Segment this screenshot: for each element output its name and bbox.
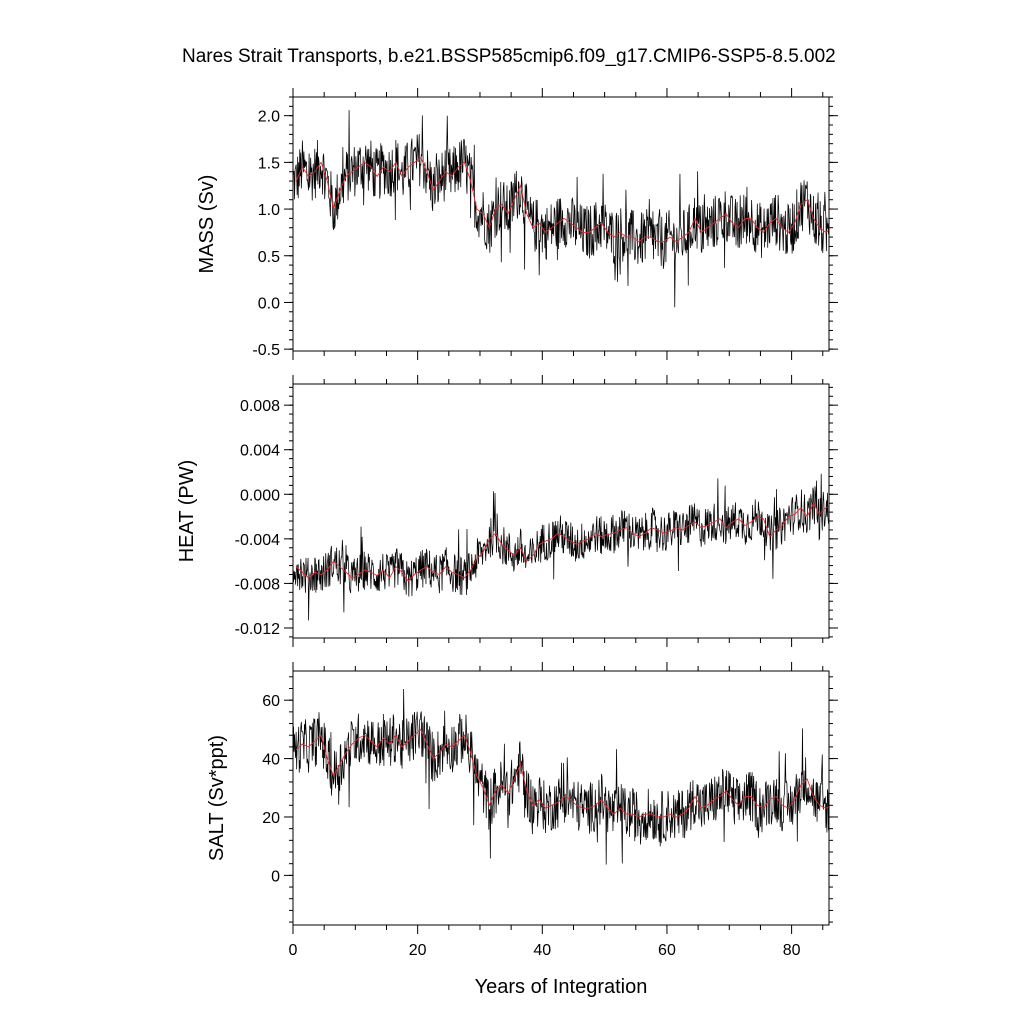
y-tick-label: -0.012: [235, 621, 280, 638]
y-tick-label: 1.0: [258, 202, 280, 219]
panel-1: -0.5 0.0 0.5 1.0 1.5 2.0 MASS (Sv): [196, 88, 838, 360]
raw-series-line: [293, 688, 829, 865]
y-tick-label: 20: [262, 810, 280, 827]
y-tick-label: 0: [271, 868, 280, 885]
x-tick-label: 0: [289, 942, 298, 959]
figure-title: Nares Strait Transports, b.e21.BSSP585cm…: [182, 46, 836, 67]
raw-series-line: [293, 473, 829, 621]
y-tick-label: 0.004: [240, 443, 280, 460]
y-tick-label: 0.0: [258, 295, 280, 312]
y-tick-label: -0.5: [252, 342, 280, 359]
x-tick-label: 40: [533, 942, 551, 959]
y-tick-label: 60: [262, 693, 280, 710]
y-axis-label: HEAT (PW): [176, 460, 198, 563]
x-axis-label: Years of Integration: [474, 976, 648, 998]
smoothed-series-line: [295, 728, 829, 818]
y-tick-label: -0.008: [235, 576, 280, 593]
raw-series-line: [293, 110, 829, 308]
y-tick-label: 1.5: [258, 155, 280, 172]
y-tick-label: -0.004: [235, 532, 280, 549]
y-axis-label: MASS (Sv): [196, 175, 218, 274]
panel-2: -0.012 -0.008 -0.004 0.000 0.004 0.008 HEAT (P…: [176, 375, 838, 647]
y-tick-label: 2.0: [258, 109, 280, 126]
panel-3: 0 20 40 60 SALT (Sv*ppt) 0 20 40 60 80: [206, 662, 838, 959]
y-tick-label: 40: [262, 752, 280, 769]
plot-frame: [292, 383, 830, 639]
plot-frame: [292, 670, 830, 926]
smoothed-series-line: [295, 157, 829, 243]
x-tick-label: 20: [409, 942, 427, 959]
y-tick-label: 0.5: [258, 249, 280, 266]
plot-frame: [292, 96, 830, 352]
x-tick-label: 80: [783, 942, 801, 959]
y-axis-label: SALT (Sv*ppt): [206, 735, 228, 861]
smoothed-series-line: [295, 502, 829, 582]
y-tick-label: 0.008: [240, 398, 280, 415]
y-tick-label: 0.000: [240, 487, 280, 504]
x-tick-label: 60: [658, 942, 676, 959]
